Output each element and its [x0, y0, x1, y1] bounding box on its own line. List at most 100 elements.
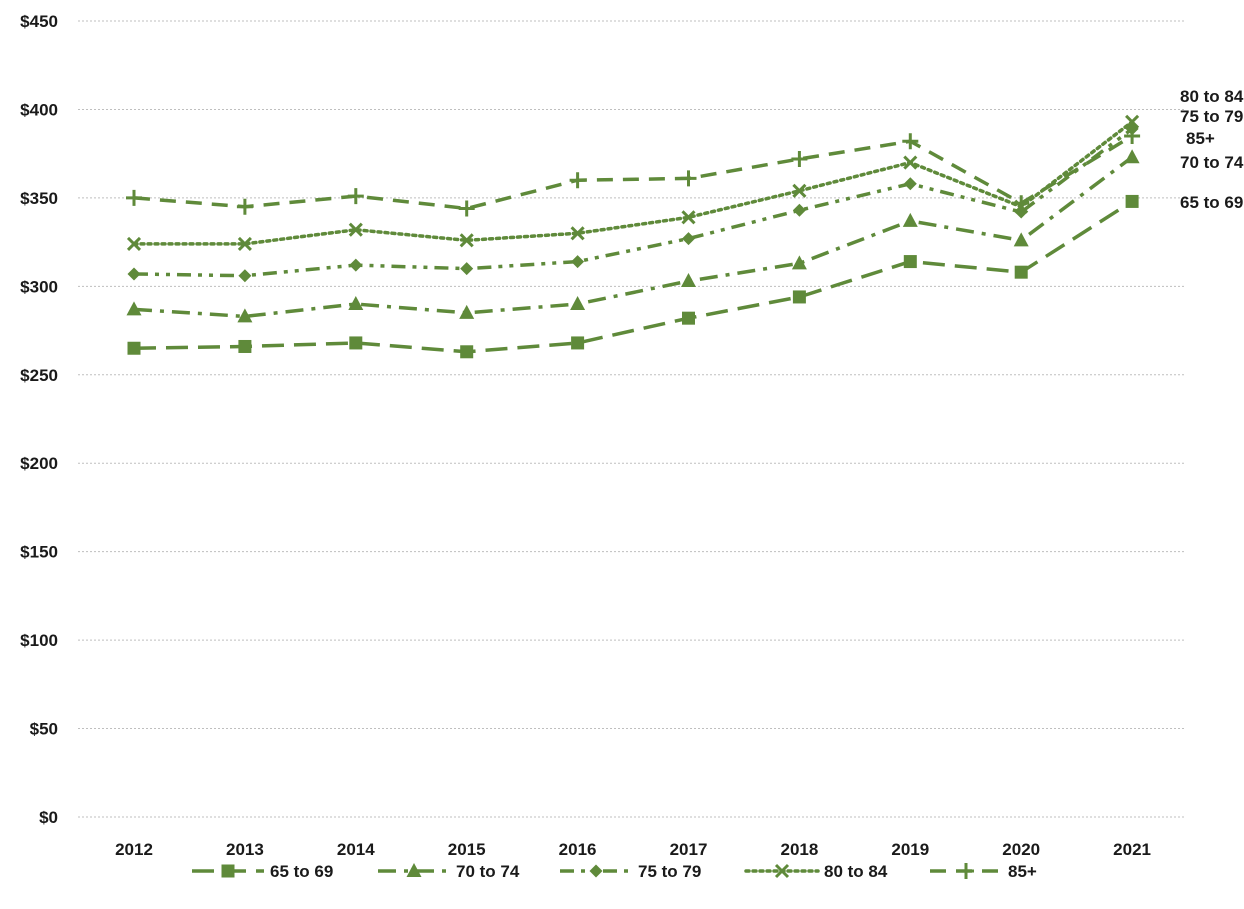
data-point [682, 232, 695, 246]
data-point [127, 267, 141, 281]
data-point [569, 172, 586, 189]
data-point [571, 255, 585, 269]
data-point [792, 183, 807, 198]
legend-item: 75 to 79 [560, 862, 701, 881]
x-tick-label: 2018 [780, 840, 818, 859]
data-point [238, 269, 252, 283]
data-point [682, 311, 695, 325]
x-tick-label: 2021 [1113, 840, 1151, 859]
x-tick-label: 2019 [891, 840, 929, 859]
data-point [1125, 194, 1139, 208]
end-label: 80 to 84 [1180, 87, 1244, 106]
data-point [348, 222, 363, 237]
data-point [903, 155, 918, 170]
y-tick-label: $400 [20, 100, 58, 119]
x-tick-label: 2013 [226, 840, 264, 859]
series-line [133, 199, 1134, 354]
legend-label: 65 to 69 [270, 862, 333, 881]
legend-label: 85+ [1008, 862, 1037, 881]
series-line [132, 120, 1134, 246]
data-point [1124, 127, 1141, 144]
y-tick-label: $250 [20, 366, 58, 385]
series-line [133, 155, 1134, 319]
gridlines [78, 20, 1185, 818]
legend-marker [589, 864, 603, 878]
x-tick-label: 2012 [115, 840, 153, 859]
data-point [459, 233, 474, 248]
data-point [680, 170, 697, 187]
legend-marker [221, 864, 235, 878]
data-point [570, 296, 586, 311]
data-point [126, 301, 142, 316]
data-point [460, 345, 474, 359]
series-65-to-69 [127, 194, 1139, 359]
x-axis-labels: 2012 2013 2014 2015 2016 2017 2018 2019 2020 2021 [115, 840, 1151, 859]
data-point [236, 198, 253, 215]
data-point [1014, 265, 1028, 279]
x-tick-label: 2020 [1002, 840, 1040, 859]
data-point [1125, 114, 1140, 129]
end-label: 65 to 69 [1180, 193, 1243, 212]
data-point [792, 290, 806, 304]
y-tick-label: $0 [39, 808, 58, 827]
y-tick-label: $300 [20, 277, 58, 296]
data-point [1124, 149, 1140, 164]
y-tick-label: $200 [20, 454, 58, 473]
data-point [1013, 195, 1030, 212]
series-75-to-79 [127, 122, 1139, 283]
legend-item: 80 to 84 [744, 862, 888, 881]
series-lines [126, 114, 1141, 359]
x-tick-label: 2016 [559, 840, 597, 859]
legend-marker [406, 863, 422, 877]
end-label: 75 to 79 [1180, 107, 1243, 126]
data-point [238, 339, 252, 353]
data-point [903, 255, 917, 269]
data-point [902, 133, 919, 150]
end-label: 85+ [1186, 129, 1215, 148]
data-point [126, 189, 142, 206]
series-85plus [126, 127, 1141, 217]
data-point [792, 203, 806, 217]
legend: 65 to 69 70 to 74 75 to 79 80 to 84 85+ [192, 862, 1037, 881]
data-point [237, 236, 252, 251]
data-point [126, 236, 142, 251]
legend-label: 80 to 84 [824, 862, 888, 881]
end-label: 70 to 74 [1180, 153, 1244, 172]
legend-item: 85+ [930, 862, 1037, 881]
data-point [459, 304, 475, 319]
data-point [347, 188, 364, 205]
x-tick-label: 2017 [670, 840, 708, 859]
data-point [570, 226, 585, 241]
legend-marker [774, 863, 790, 879]
series-70-to-74 [126, 149, 1140, 323]
legend-marker [958, 863, 974, 879]
legend-item: 65 to 69 [192, 862, 333, 881]
x-tick-label: 2014 [337, 840, 375, 859]
data-point [458, 200, 475, 217]
data-point [1013, 232, 1029, 247]
y-tick-label: $150 [20, 543, 58, 562]
data-point [681, 210, 696, 225]
data-point [903, 177, 917, 191]
data-point [902, 212, 918, 227]
data-point [681, 273, 696, 288]
data-point [571, 336, 585, 350]
y-tick-label: $100 [20, 631, 58, 650]
legend-label: 75 to 79 [638, 862, 701, 881]
data-point [791, 150, 808, 167]
x-tick-label: 2015 [448, 840, 486, 859]
legend-label: 70 to 74 [456, 862, 520, 881]
data-point [460, 262, 474, 276]
data-point [237, 308, 253, 323]
data-point [349, 258, 363, 272]
y-tick-label: $50 [30, 720, 58, 739]
data-point [791, 255, 807, 270]
data-point [349, 336, 363, 350]
series-line [133, 134, 1134, 211]
data-point [127, 341, 141, 355]
series-line [133, 127, 1134, 278]
data-point [348, 296, 364, 311]
y-tick-label: $450 [20, 12, 58, 31]
